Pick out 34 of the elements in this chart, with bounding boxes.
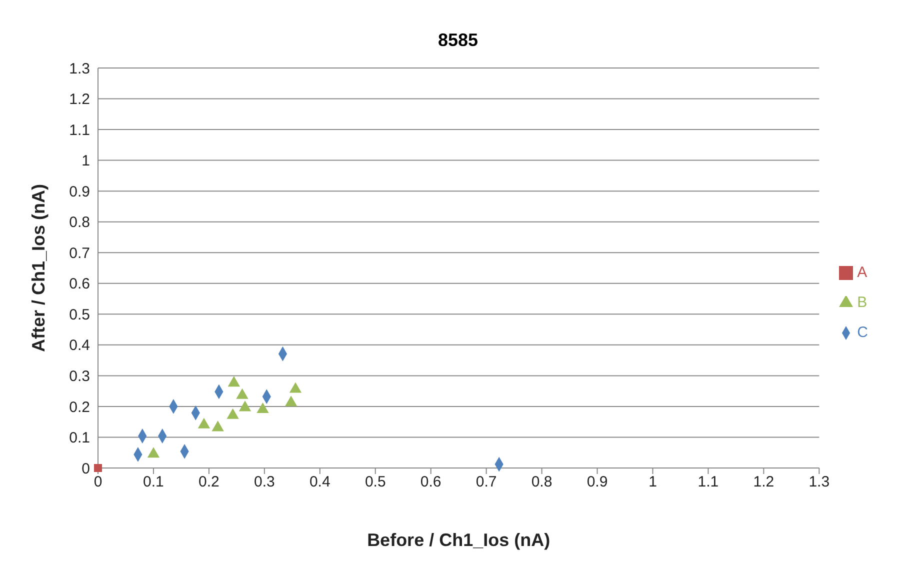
x-tick-label: 0.7 — [476, 474, 497, 491]
x-tick-label: 0.8 — [531, 474, 552, 491]
y-tick-label: 1.1 — [69, 122, 90, 139]
x-tick-label: 0.6 — [420, 474, 442, 491]
y-tick-label: 0 — [82, 460, 90, 478]
legend-label: A — [857, 264, 868, 281]
x-tick-label: 1.1 — [698, 474, 719, 491]
y-tick-label: 0.6 — [69, 276, 90, 293]
x-tick-label: 1 — [648, 474, 657, 491]
y-tick-label: 0.1 — [69, 430, 90, 447]
y-tick-label: 0.9 — [69, 183, 90, 200]
chart-title: 8585 — [436, 29, 480, 50]
y-tick-label: 0.4 — [69, 337, 90, 354]
x-tick-label: 0.1 — [143, 474, 164, 491]
x-tick-label: 1.2 — [753, 474, 774, 491]
x-tick-label: 0.5 — [364, 474, 386, 491]
y-tick-label: 1.3 — [69, 60, 90, 78]
y-tick-label: 0.3 — [69, 368, 90, 386]
x-tick-label: 0.9 — [586, 474, 608, 491]
y-tick-label: 1 — [82, 152, 90, 170]
y-axis-title: After / Ch1_Ios (nA) — [28, 184, 48, 352]
y-tick-label: 0.2 — [69, 398, 90, 416]
legend-label: B — [857, 294, 868, 311]
x-tick-label: 1.3 — [808, 474, 830, 491]
x-tick-label: 0.3 — [254, 474, 275, 491]
y-tick-label: 1.2 — [69, 91, 90, 108]
y-tick-label: 0.5 — [69, 306, 90, 324]
y-tick-label: 0.7 — [69, 244, 90, 262]
x-tick-label: 0.2 — [198, 474, 220, 491]
y-tick-label: 0.8 — [69, 214, 90, 232]
x-tick-label: 0.4 — [309, 474, 330, 491]
x-tick-label: 0 — [94, 474, 102, 491]
legend-label: C — [857, 324, 868, 341]
x-axis-title: Before / Ch1_Ios (nA) — [367, 530, 550, 550]
